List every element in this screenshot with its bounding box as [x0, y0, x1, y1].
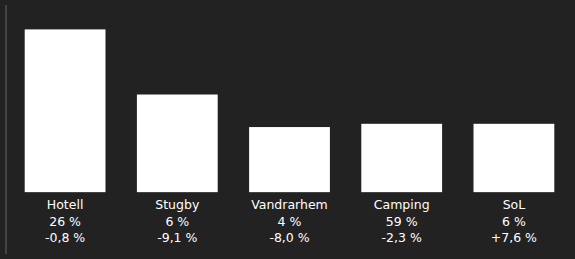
annotation: -9,1 %: [157, 230, 197, 245]
category-label: Hotell: [47, 197, 84, 212]
annotation: 6 %: [502, 214, 526, 229]
annotation: -2,3 %: [382, 230, 422, 245]
y-axis-line: [6, 5, 7, 254]
bar: [249, 127, 330, 192]
bar: [361, 124, 442, 192]
annotation: 26 %: [49, 214, 81, 229]
chart-container: Hotell26 %-0,8 %Stugby6 %-9,1 %Vandrarhe…: [0, 0, 575, 259]
bar: [25, 29, 106, 192]
annotation: -0,8 %: [45, 230, 85, 245]
bar: [137, 95, 218, 193]
category-label: Stugby: [155, 197, 200, 212]
category-labels: Hotell26 %-0,8 %Stugby6 %-9,1 %Vandrarhe…: [45, 197, 537, 246]
background: [0, 0, 575, 259]
category-label: Vandrarhem: [251, 197, 328, 212]
annotation: +7,6 %: [491, 230, 537, 245]
bars: [25, 29, 555, 192]
category-label: SoL: [503, 197, 526, 212]
annotation: -8,0 %: [269, 230, 309, 245]
chart: Hotell26 %-0,8 %Stugby6 %-9,1 %Vandrarhe…: [0, 0, 575, 259]
bar: [474, 124, 555, 192]
annotation: 4 %: [278, 214, 302, 229]
annotation: 59 %: [386, 214, 418, 229]
annotation: 6 %: [165, 214, 189, 229]
category-label: Camping: [374, 197, 430, 212]
